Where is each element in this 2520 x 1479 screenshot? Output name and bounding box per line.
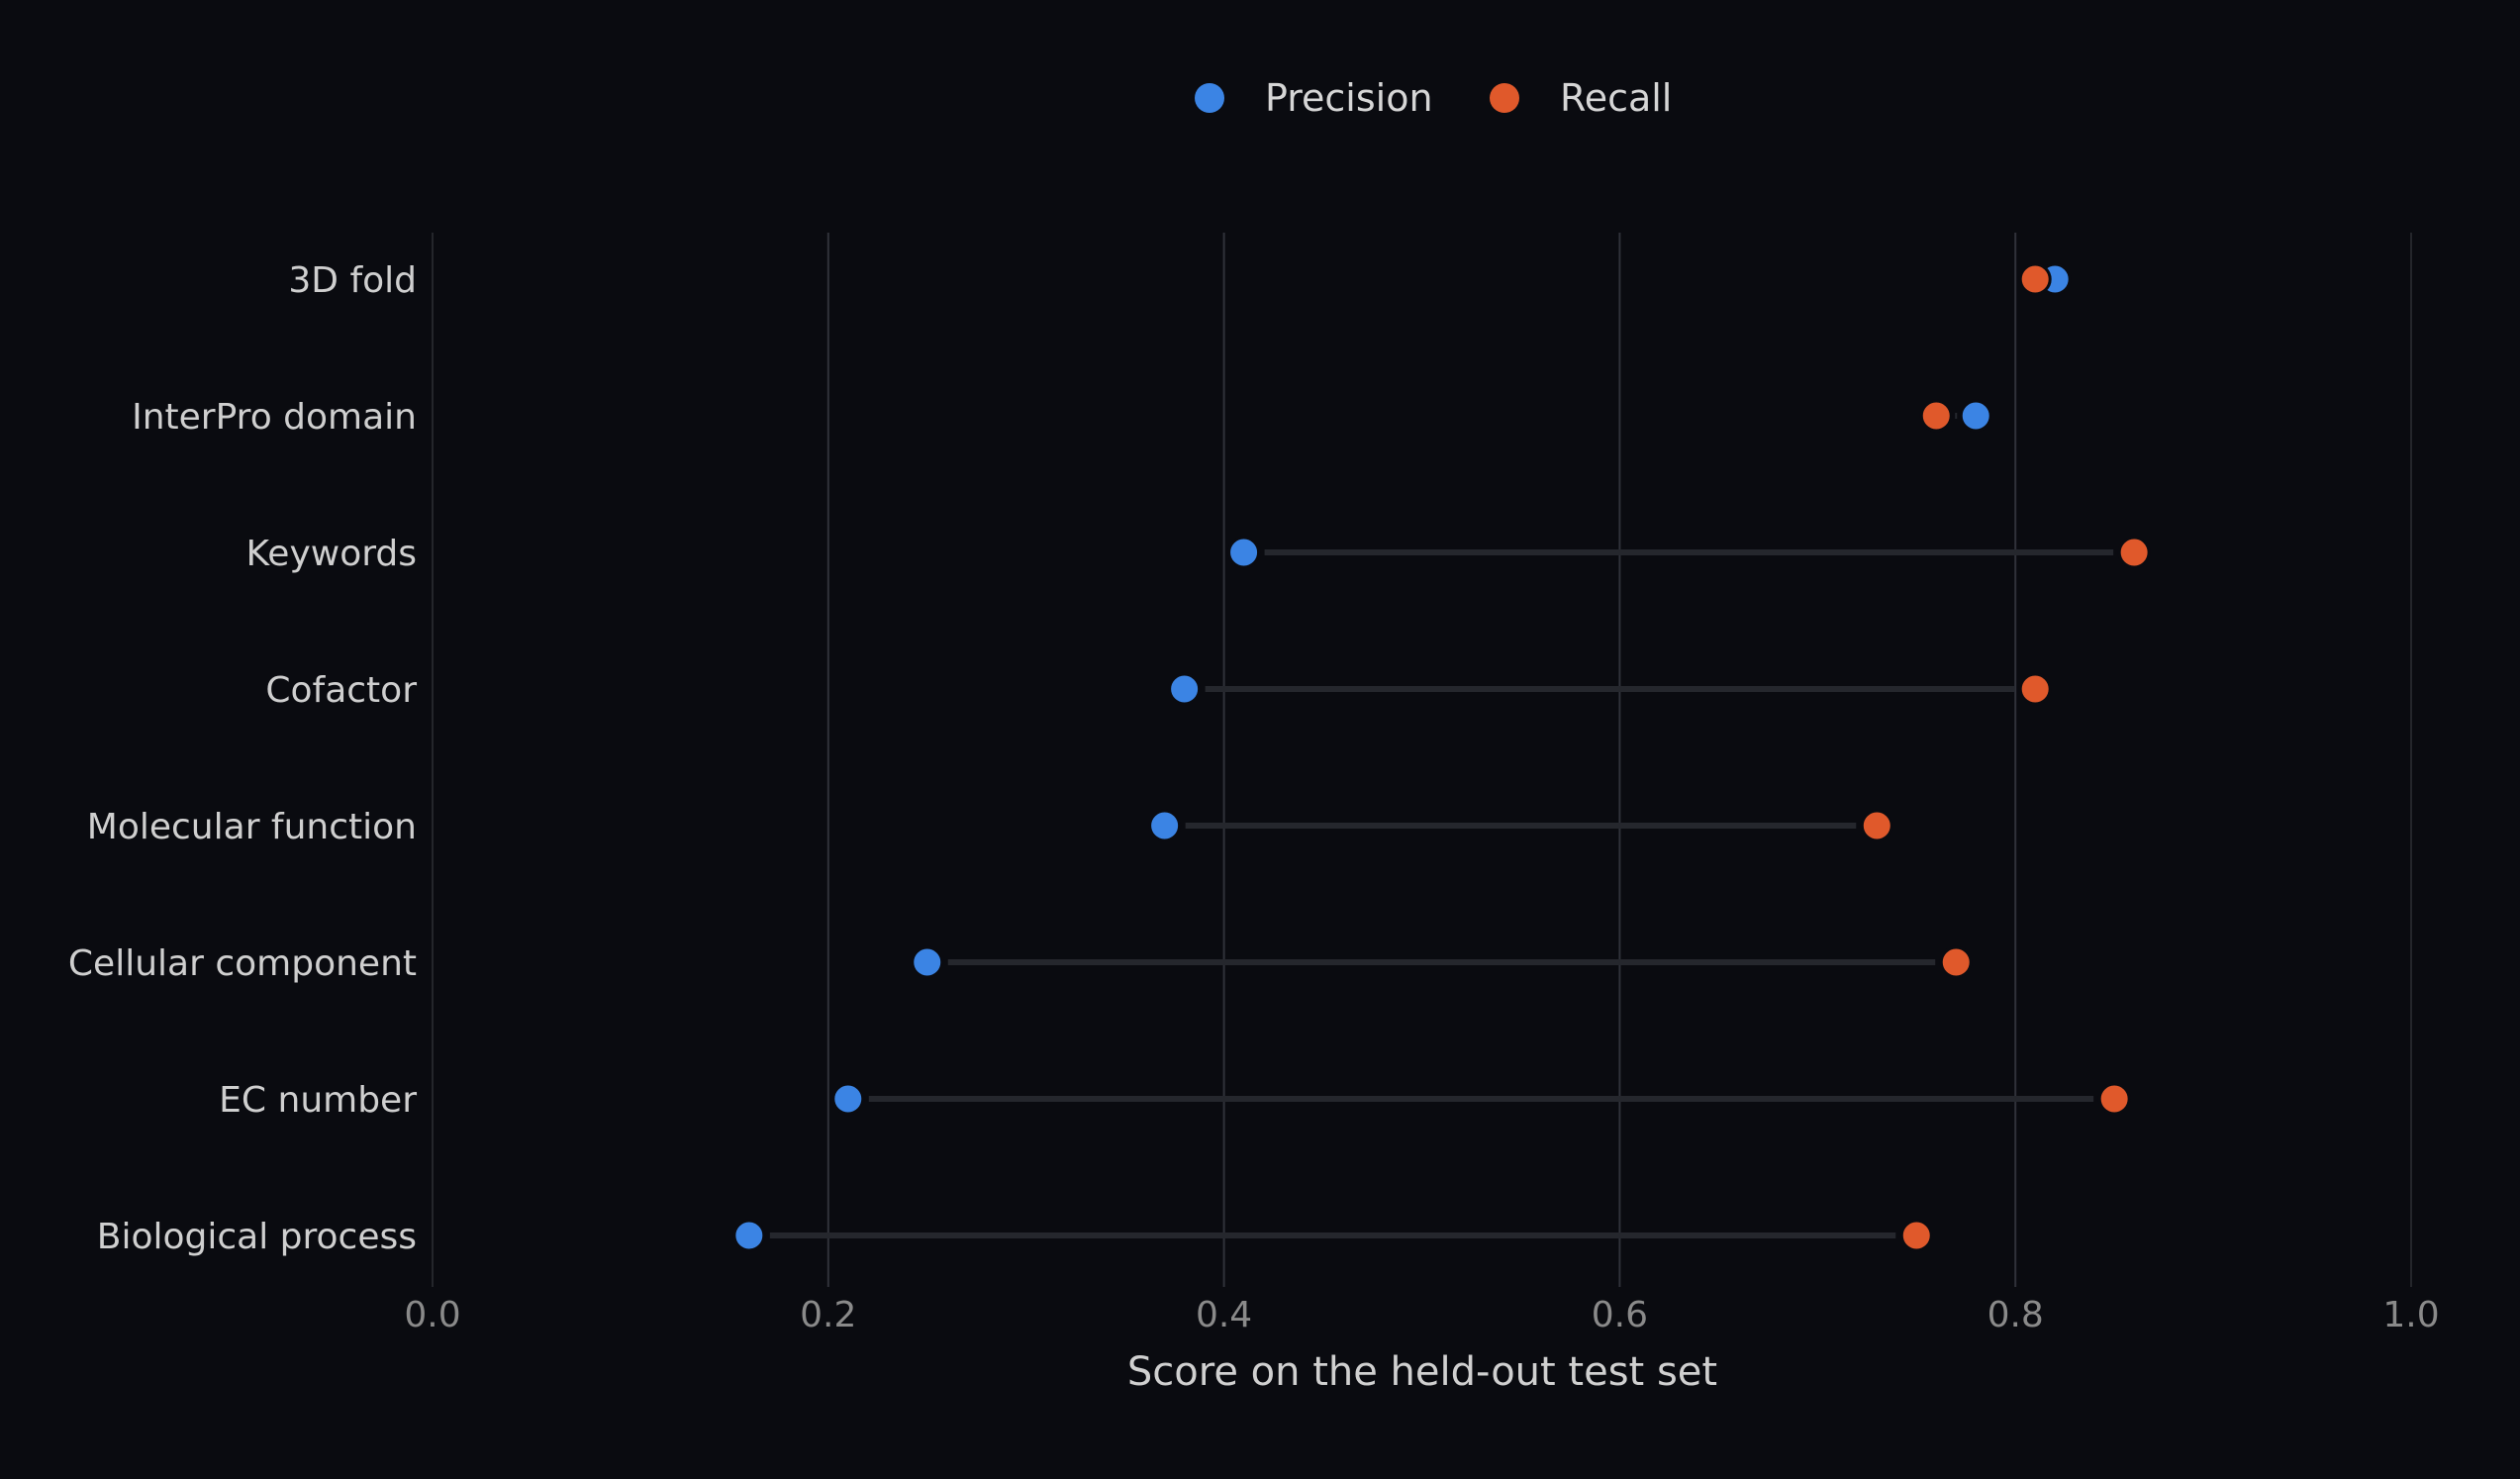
category-label-cofactor: Cofactor — [265, 670, 417, 711]
category-label-ec-number: EC number — [219, 1080, 417, 1121]
point-precision-cofactor — [1168, 672, 1202, 706]
connectors — [769, 413, 2114, 1238]
point-recall-molecular-function — [1860, 809, 1893, 842]
legend-marker-recall — [1490, 83, 1519, 113]
point-precision-cellular-component — [911, 945, 944, 979]
point-recall-keywords — [2117, 536, 2151, 569]
point-recall-ec-number — [2097, 1082, 2131, 1116]
x-tick-label-0-8: 0.8 — [1987, 1295, 2044, 1335]
point-precision-ec-number — [831, 1082, 865, 1116]
point-precision-keywords — [1227, 536, 1261, 569]
x-tick-labels: 0.0 0.2 0.4 0.6 0.8 1.0 — [404, 1295, 2439, 1335]
category-label-3d-fold: 3D fold — [288, 260, 417, 301]
legend-label-precision: Precision — [1265, 76, 1433, 120]
data-points — [732, 262, 2151, 1252]
x-tick-label-0-2: 0.2 — [800, 1295, 856, 1335]
point-precision-molecular-function — [1148, 809, 1182, 842]
category-label-interpro-domain: InterPro domain — [132, 397, 417, 438]
x-axis-title: Score on the held-out test set — [1127, 1349, 1717, 1395]
category-labels: 3D fold InterPro domain Keywords Cofactor Mo… — [68, 260, 417, 1257]
x-tick-label-0-4: 0.4 — [1196, 1295, 1252, 1335]
x-tick-label-0-0: 0.0 — [404, 1295, 460, 1335]
point-recall-cellular-component — [1939, 945, 1973, 979]
point-recall-biological-process — [1899, 1219, 1933, 1252]
grid — [432, 233, 2412, 1287]
point-precision-interpro-domain — [1959, 399, 1992, 433]
point-recall-3d-fold — [2018, 262, 2052, 296]
point-recall-interpro-domain — [1919, 399, 1953, 433]
legend: Precision Recall — [1195, 76, 1672, 120]
category-label-cellular-component: Cellular component — [68, 943, 417, 984]
point-precision-biological-process — [732, 1219, 766, 1252]
category-label-biological-process: Biological process — [97, 1217, 417, 1257]
category-label-molecular-function: Molecular function — [87, 807, 417, 847]
x-tick-label-1-0: 1.0 — [2382, 1295, 2439, 1335]
legend-marker-precision — [1195, 83, 1224, 113]
point-recall-cofactor — [2018, 672, 2052, 706]
legend-label-recall: Recall — [1560, 76, 1672, 120]
x-tick-label-0-6: 0.6 — [1592, 1295, 1648, 1335]
category-label-keywords: Keywords — [245, 534, 417, 574]
